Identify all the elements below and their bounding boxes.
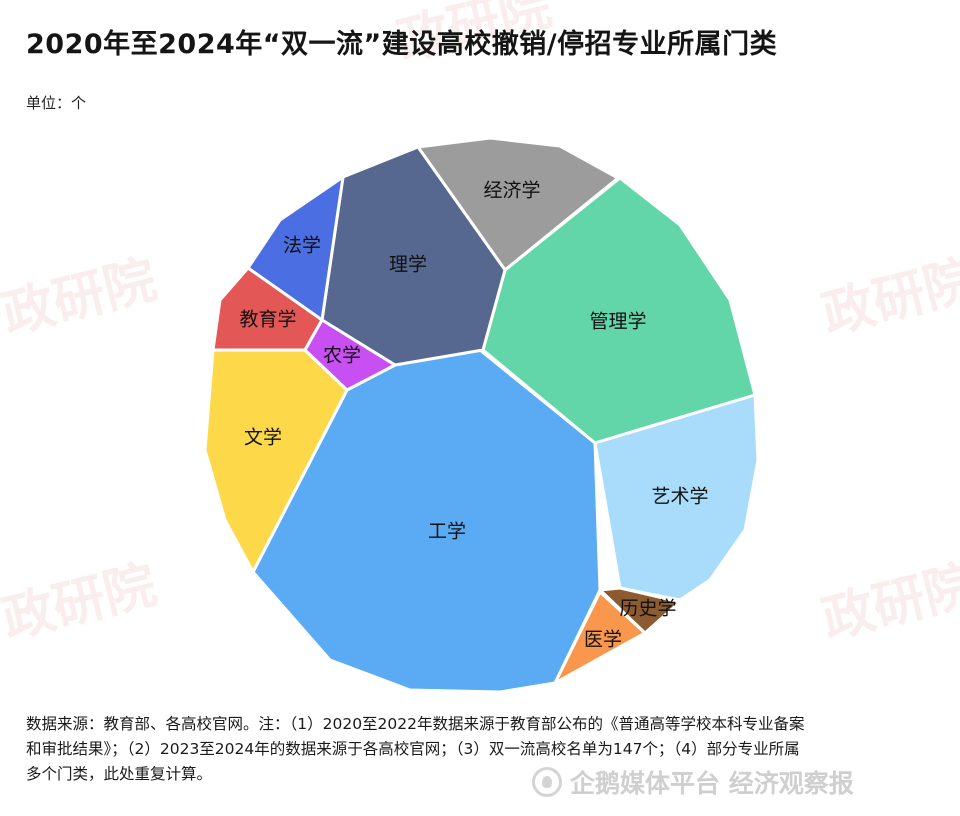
slice-label-3: 艺术学 <box>651 486 708 508</box>
slice-label-6: 文学 <box>244 427 282 449</box>
penguin-icon <box>532 767 562 797</box>
chart-title: 2020年至2024年“双一流”建设高校撤销/停招专业所属门类 <box>26 29 778 60</box>
source-note: 数据来源：教育部、各高校官网。注：（1）2020至2022年数据来源于教育部公布… <box>26 712 946 787</box>
slice-label-10: 医学 <box>584 629 622 651</box>
slice-label-11: 历史学 <box>619 598 676 620</box>
slice-11 <box>598 586 682 635</box>
slice-label-1: 工学 <box>428 521 466 543</box>
slice-label-5: 理学 <box>389 254 427 276</box>
brand-watermark: 企鹅媒体平台 经济观察报 <box>532 764 854 800</box>
slice-label-7: 法学 <box>283 235 321 257</box>
source-note-line: 数据来源：教育部、各高校官网。注：（1）2020至2022年数据来源于教育部公布… <box>26 715 805 733</box>
unit-label: 单位：个 <box>26 94 87 112</box>
slice-label-4: 经济学 <box>483 180 540 202</box>
source-note-line: 多个门类，此处重复计算。 <box>26 765 213 783</box>
slice-9 <box>303 318 397 392</box>
slice-label-2: 管理学 <box>589 311 646 333</box>
source-note-line: 和审批结果》；（2）2023至2024年的数据来源于各高校官网；（3）双一流高校… <box>26 740 800 758</box>
slice-label-9: 农学 <box>323 345 361 367</box>
brand-text: 企鹅媒体平台 经济观察报 <box>570 769 854 798</box>
slice-label-8: 教育学 <box>239 309 296 331</box>
slice-8 <box>211 266 324 352</box>
